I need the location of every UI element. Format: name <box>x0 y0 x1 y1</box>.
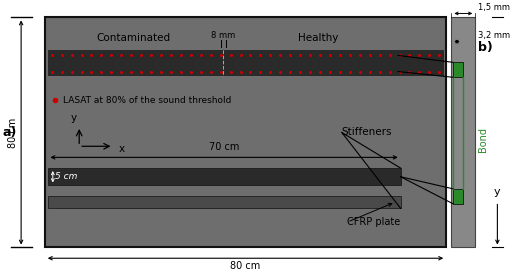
Text: 1,5 mm: 1,5 mm <box>478 3 510 12</box>
Text: y: y <box>494 187 501 197</box>
Text: b): b) <box>478 41 493 54</box>
Text: 8 mm: 8 mm <box>211 31 235 40</box>
Bar <box>451 17 475 247</box>
Bar <box>48 168 401 185</box>
Text: Stiffeners: Stiffeners <box>342 128 392 137</box>
Text: 5 cm: 5 cm <box>55 172 78 181</box>
Bar <box>45 17 446 247</box>
Bar <box>453 62 463 77</box>
Text: CFRP plate: CFRP plate <box>347 217 400 227</box>
Text: 70 cm: 70 cm <box>209 142 239 152</box>
Text: 80 cm: 80 cm <box>230 261 261 269</box>
Text: Bond: Bond <box>478 127 488 152</box>
Text: x: x <box>119 144 125 154</box>
Text: LASAT at 80% of the sound threshold: LASAT at 80% of the sound threshold <box>63 96 232 105</box>
Bar <box>48 50 444 76</box>
Text: y: y <box>71 114 77 123</box>
Bar <box>48 196 401 208</box>
Text: a): a) <box>3 126 17 139</box>
Text: Contaminated: Contaminated <box>96 33 170 43</box>
Text: 80 cm: 80 cm <box>8 117 18 148</box>
Bar <box>453 189 463 204</box>
Text: Healthy: Healthy <box>298 33 338 43</box>
Text: 3,2 mm: 3,2 mm <box>478 31 510 40</box>
